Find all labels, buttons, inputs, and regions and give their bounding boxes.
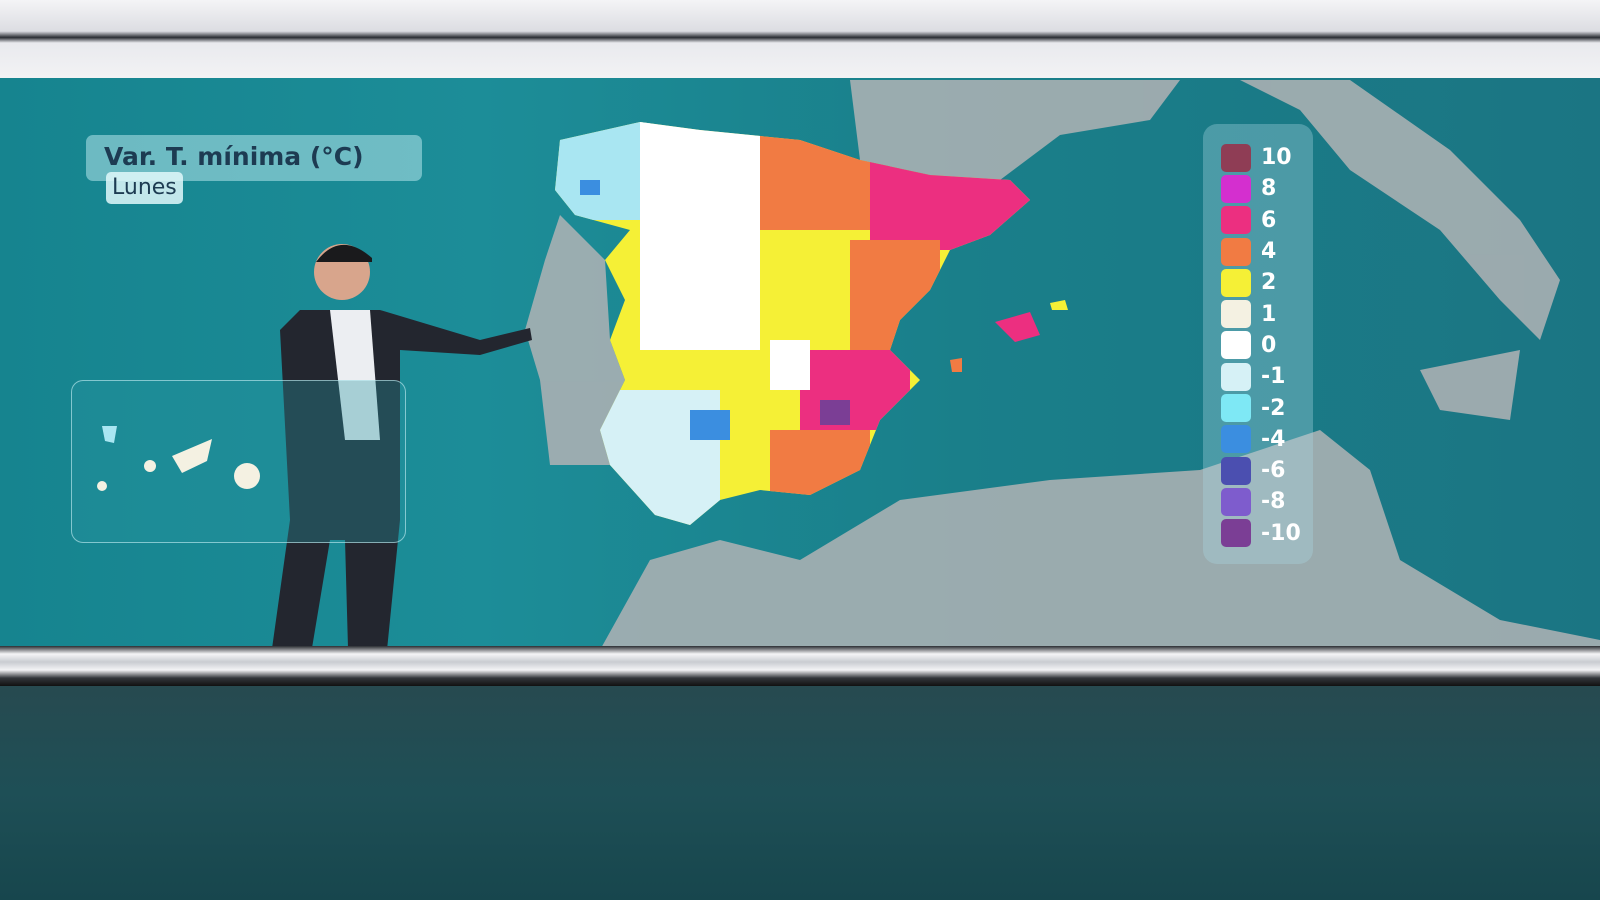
legend-value: 2	[1261, 270, 1277, 296]
legend-swatch	[1221, 143, 1251, 172]
legend-item: -1	[1221, 361, 1313, 392]
day-label: Lunes	[106, 172, 183, 204]
legend-value: 1	[1261, 301, 1277, 327]
land-masses	[525, 80, 1600, 650]
legend-item: 8	[1221, 173, 1313, 204]
canary-islands-map	[97, 426, 260, 491]
legend-item: 0	[1221, 330, 1313, 361]
legend-value: -4	[1261, 426, 1286, 452]
studio-rail	[0, 646, 1600, 686]
temperature-legend: 10 8 6 4 2 1 0 -1 -2 -4 -6 -8 -10	[1203, 124, 1313, 564]
portugal-land	[525, 215, 625, 465]
presenter	[271, 244, 532, 650]
italy-land	[1240, 80, 1560, 340]
studio-top-frame	[0, 0, 1600, 78]
canary-islands-inset	[71, 380, 406, 543]
legend-swatch	[1221, 206, 1251, 235]
legend-item: 1	[1221, 298, 1313, 329]
north-africa-land	[600, 430, 1600, 650]
map-canvas	[271, 80, 1600, 650]
legend-swatch	[1221, 394, 1251, 423]
legend-item: -6	[1221, 455, 1313, 486]
france-land	[850, 80, 1180, 180]
legend-swatch	[1221, 362, 1251, 391]
balearic-islands	[995, 312, 1040, 342]
legend-item: -2	[1221, 392, 1313, 423]
legend-value: -6	[1261, 458, 1286, 484]
studio-floor	[0, 686, 1600, 900]
legend-swatch	[1221, 237, 1251, 266]
legend-swatch	[1221, 174, 1251, 203]
legend-value: -1	[1261, 364, 1286, 390]
sicily-land	[1420, 350, 1520, 420]
legend-item: -8	[1221, 486, 1313, 517]
legend-item: -10	[1221, 518, 1313, 549]
legend-item: 4	[1221, 236, 1313, 267]
legend-swatch	[1221, 425, 1251, 454]
legend-swatch	[1221, 519, 1251, 548]
legend-value: 0	[1261, 332, 1277, 358]
legend-item: -4	[1221, 424, 1313, 455]
legend-swatch	[1221, 456, 1251, 485]
legend-swatch	[1221, 268, 1251, 297]
weather-video-wall	[0, 78, 1600, 650]
legend-swatch	[1221, 487, 1251, 516]
legend-value: 4	[1261, 239, 1277, 265]
legend-value: -8	[1261, 489, 1286, 515]
legend-value: 6	[1261, 207, 1277, 233]
legend-item: 2	[1221, 267, 1313, 298]
legend-value: -10	[1261, 520, 1301, 546]
map-title: Var. T. mínima (°C)	[86, 135, 422, 181]
legend-value: 10	[1261, 145, 1292, 171]
legend-item: 10	[1221, 142, 1313, 173]
legend-value: -2	[1261, 395, 1286, 421]
legend-value: 8	[1261, 176, 1277, 202]
legend-swatch	[1221, 331, 1251, 360]
legend-swatch	[1221, 300, 1251, 329]
legend-item: 6	[1221, 205, 1313, 236]
